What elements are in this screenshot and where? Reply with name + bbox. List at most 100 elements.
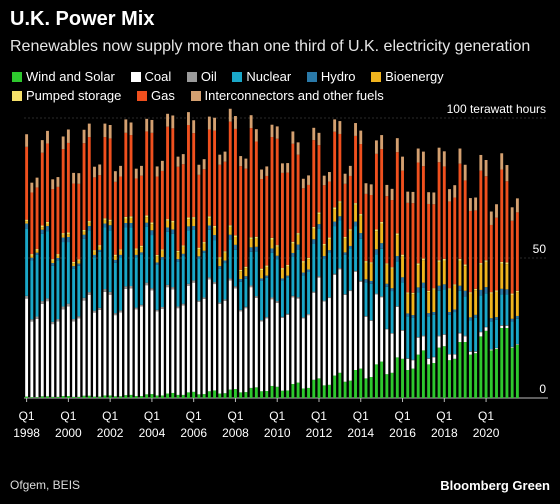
- bar-segment: [265, 266, 269, 276]
- bar-segment: [411, 294, 415, 316]
- bar-segment: [166, 126, 170, 220]
- bar-segment: [354, 226, 357, 271]
- x-tick-label-year: 2016: [389, 426, 416, 440]
- bar-segment: [119, 310, 123, 313]
- bar-segment: [380, 361, 384, 398]
- bar-segment: [35, 250, 39, 253]
- bar-segment: [453, 285, 457, 310]
- bar-segment: [234, 286, 237, 289]
- bar-segment: [56, 258, 60, 261]
- bar-segment: [265, 318, 269, 391]
- bar-segment: [333, 207, 337, 209]
- bar-segment: [197, 249, 201, 257]
- bar-segment: [484, 293, 488, 327]
- bar-segment: [442, 346, 446, 398]
- bar-segment: [380, 223, 384, 244]
- bar-segment: [479, 263, 483, 265]
- bar-segment: [390, 288, 394, 292]
- bar-segment: [291, 241, 295, 244]
- bar-segment: [265, 265, 269, 267]
- bar-segment: [93, 251, 96, 255]
- bar-segment: [124, 286, 128, 289]
- bar-segment: [145, 217, 149, 223]
- bar-segment: [98, 164, 102, 176]
- bar-segment: [427, 358, 431, 359]
- bar-segment: [437, 162, 441, 261]
- bar-segment: [56, 255, 60, 258]
- bar-segment: [364, 193, 368, 262]
- bar-segment: [505, 289, 509, 295]
- x-tick-label-quarter: Q1: [353, 409, 369, 423]
- bar-segment: [421, 335, 425, 337]
- bar-segment: [129, 227, 133, 286]
- bar-segment: [35, 316, 39, 319]
- bar-segment: [77, 259, 81, 261]
- bar-segment: [510, 294, 514, 319]
- x-tick-label-year: 2006: [180, 426, 207, 440]
- bar-segment: [380, 297, 384, 362]
- bar-segment: [495, 290, 498, 292]
- bar-segment: [260, 278, 263, 281]
- bar-segment: [322, 175, 326, 186]
- bar-segment: [150, 119, 154, 133]
- bar-segment: [66, 237, 70, 243]
- bar-segment: [453, 309, 457, 313]
- bar-segment: [374, 293, 378, 295]
- bar-segment: [458, 260, 462, 286]
- y-tick-label: 100 terawatt hours: [447, 102, 546, 116]
- legend-swatch: [137, 91, 148, 101]
- bar-segment: [411, 368, 415, 398]
- bar-segment: [453, 354, 457, 355]
- bar-segment: [265, 275, 269, 278]
- legend-swatch: [190, 91, 201, 101]
- bar-segment: [458, 258, 462, 261]
- x-tick-label-quarter: Q1: [19, 409, 35, 423]
- bar-segment: [150, 288, 154, 291]
- bar-segment: [421, 260, 425, 283]
- bar-segment: [176, 306, 180, 309]
- legend-item-bioenergy: Bioenergy: [371, 68, 444, 86]
- bar-segment: [35, 318, 39, 398]
- bar-segment: [150, 224, 154, 231]
- bar-segment: [364, 282, 368, 316]
- bar-segment: [281, 390, 284, 398]
- bar-segment: [145, 118, 149, 132]
- bar-segment: [448, 354, 451, 361]
- legend-label: Bioenergy: [385, 69, 444, 84]
- bar-segment: [202, 394, 206, 398]
- bar-segment: [489, 350, 493, 398]
- bar-segment: [286, 275, 290, 278]
- bar-segment: [369, 262, 373, 264]
- bar-segment: [348, 229, 352, 231]
- bar-segment: [401, 358, 404, 398]
- bar-segment: [468, 354, 472, 398]
- bar-segment: [166, 231, 170, 285]
- bar-segment: [249, 238, 253, 248]
- bar-segment: [437, 260, 441, 262]
- bar-segment: [453, 284, 457, 286]
- legend-swatch: [12, 91, 22, 101]
- bar-segment: [432, 192, 436, 205]
- bar-segment: [432, 356, 436, 358]
- bar-segment: [234, 389, 237, 398]
- bar-segment: [442, 166, 446, 259]
- bar-segment: [333, 119, 337, 132]
- chart-title: U.K. Power Mix: [10, 8, 155, 30]
- bar-segment: [474, 290, 478, 315]
- bar-segment: [395, 233, 399, 236]
- bar-segment: [448, 201, 451, 289]
- bar-segment: [234, 235, 237, 237]
- bar-segment: [380, 248, 384, 297]
- bar-segment: [260, 320, 263, 322]
- bar-segment: [35, 254, 39, 317]
- bar-segment: [421, 287, 425, 336]
- bar-segment: [61, 237, 65, 243]
- bar-segment: [82, 230, 86, 232]
- bar-segment: [124, 216, 128, 219]
- bar-segment: [155, 254, 159, 257]
- legend-label: Pumped storage: [26, 88, 122, 103]
- bar-segment: [160, 259, 164, 307]
- bar-segment: [474, 197, 478, 211]
- bar-segment: [395, 138, 399, 153]
- bar-segment: [380, 296, 384, 298]
